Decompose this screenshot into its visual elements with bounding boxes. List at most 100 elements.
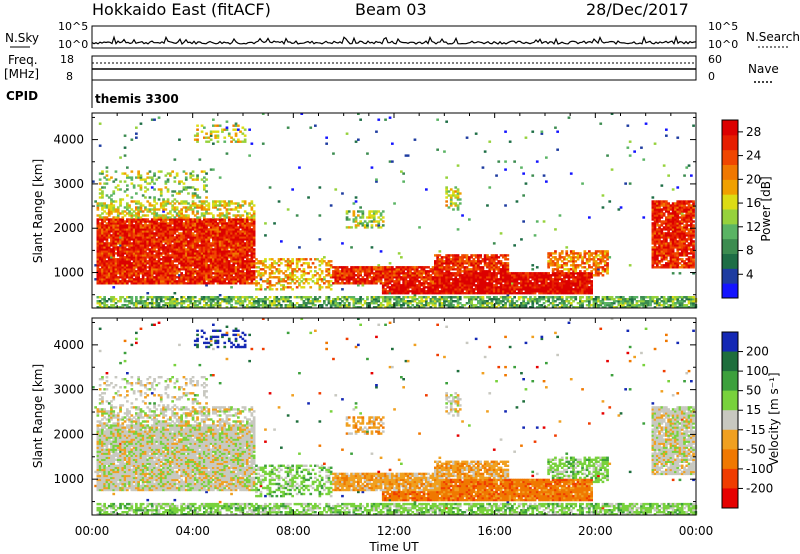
power-cell [207, 242, 211, 245]
power-cell [320, 262, 324, 265]
power-cell [205, 240, 208, 243]
power-cell [203, 216, 206, 219]
power-cell [404, 290, 408, 293]
power-cell [440, 298, 444, 301]
power-cell [203, 262, 206, 265]
power-cell [345, 270, 349, 273]
power-cell [429, 278, 433, 281]
power-cell [112, 260, 116, 263]
power-cell [130, 222, 134, 225]
power-cell [150, 276, 154, 279]
power-cell [157, 170, 161, 173]
power-cell [411, 268, 415, 271]
power-cell [230, 240, 233, 243]
power-cell [110, 260, 113, 263]
power-cell [203, 306, 206, 309]
power-cell [359, 216, 362, 219]
power-cell [465, 254, 469, 257]
power-cell [205, 272, 208, 275]
power-cell [123, 246, 127, 249]
power-cell [107, 272, 111, 275]
power-cell [191, 264, 195, 267]
power-cell [252, 248, 256, 251]
nsky-panel: N.Sky 10^5 10^0 10^5 10^0 N.Search [5, 20, 800, 51]
power-cell [386, 306, 390, 309]
power-cell [155, 276, 159, 279]
power-cell [345, 268, 349, 271]
power-cell [110, 226, 113, 229]
power-cell [209, 224, 213, 227]
power-cell [205, 212, 208, 215]
power-cell [153, 210, 156, 213]
power-cell [193, 268, 197, 271]
power-cell [227, 242, 231, 245]
power-cell [429, 306, 433, 309]
power-cell [162, 234, 165, 237]
power-cell [225, 262, 229, 265]
power-cell [112, 282, 116, 285]
power-cell [203, 170, 206, 173]
power-cell [343, 270, 347, 273]
power-cell [105, 242, 109, 245]
power-cell [112, 306, 116, 309]
power-cell [248, 128, 251, 131]
power-cell [162, 210, 165, 213]
power-cell [200, 282, 204, 285]
power-cell [144, 250, 147, 253]
power-cell [347, 296, 351, 299]
power-cell [144, 180, 147, 183]
power-cell [193, 134, 197, 137]
power-cell [155, 218, 159, 221]
power-cell [166, 218, 170, 221]
power-cell [252, 222, 256, 225]
power-cell [379, 304, 383, 307]
power-cell [130, 244, 134, 247]
power-cell [429, 292, 433, 295]
power-cell [345, 298, 349, 301]
power-cell [352, 268, 356, 271]
power-cell [162, 220, 165, 223]
power-cell [230, 200, 233, 203]
power-cell [148, 282, 152, 285]
power-cell [221, 220, 224, 223]
power-cell [157, 176, 161, 179]
power-cell [314, 298, 317, 301]
power-cell [114, 222, 118, 225]
power-cell [101, 230, 104, 233]
power-cell [198, 206, 202, 209]
power-cell [157, 198, 161, 201]
power-cell [150, 274, 154, 277]
power-cell [96, 232, 100, 235]
power-cell [234, 202, 238, 205]
power-cell [159, 228, 163, 231]
power-cell [241, 302, 245, 305]
power-cell [216, 140, 220, 143]
power-cell [196, 306, 199, 309]
power-cell [227, 270, 231, 273]
power-cell [155, 252, 159, 255]
power-cell [191, 202, 195, 205]
power-cell [234, 248, 238, 251]
power-cell [141, 248, 145, 251]
power-cell [391, 296, 394, 299]
power-cell [175, 304, 179, 307]
power-cell [144, 270, 147, 273]
power-cell [234, 244, 238, 247]
power-cell [261, 274, 265, 277]
power-cell [336, 296, 340, 299]
power-cell [218, 232, 222, 235]
power-cell [214, 202, 217, 205]
power-cell [196, 258, 199, 261]
power-cell [214, 218, 217, 221]
power-cell [227, 254, 231, 257]
power-cell [128, 232, 131, 235]
power-cell [112, 262, 116, 265]
power-cell [193, 252, 197, 255]
power-cell [162, 274, 165, 277]
power-cell [420, 288, 424, 291]
power-cell [139, 204, 143, 207]
power-cell [148, 266, 152, 269]
power-cell [468, 268, 471, 271]
power-cell [141, 242, 145, 245]
power-cell [381, 288, 385, 291]
